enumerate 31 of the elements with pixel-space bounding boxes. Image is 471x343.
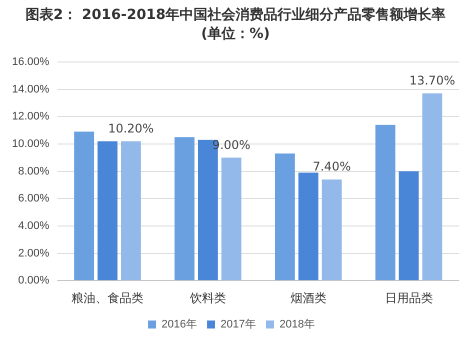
bar [298,172,318,280]
y-tick-label: 2.00% [18,247,50,260]
data-label: 10.20% [108,121,154,136]
bar [74,132,94,280]
bar [274,154,295,280]
y-tick-label: 14.00% [12,83,50,96]
chart-title: 图表2： 2016-2018年中国社会消费品行业细分产品零售额增长率(单位：%) [24,6,447,44]
y-tick-label: 0.00% [18,274,50,287]
bar [174,137,194,280]
bar [422,93,442,280]
x-tick-label: 烟酒类 [290,291,326,306]
bar [98,141,118,280]
bar [398,171,419,280]
legend-label: 2017年 [220,318,256,331]
data-label: 7.40% [312,160,351,174]
bar [120,141,141,280]
bar [375,124,396,280]
y-tick-label: 10.00% [12,138,50,150]
y-tick-label: 6.00% [18,192,50,205]
y-tick-label: 16.00% [12,56,50,68]
data-label: 13.70% [409,74,456,88]
legend-label: 2016年 [162,318,198,331]
x-tick-label: 饮料类 [188,291,226,306]
bar [221,158,242,280]
legend-label: 2018年 [279,318,315,331]
y-tick-label: 4.00% [18,220,50,232]
y-tick-label: 8.00% [18,165,50,178]
y-tick-label: 12.00% [12,110,50,123]
x-tick-label: 粮油、食品类 [72,291,144,306]
x-tick-label: 日用品类 [384,291,433,306]
bar [322,180,342,280]
